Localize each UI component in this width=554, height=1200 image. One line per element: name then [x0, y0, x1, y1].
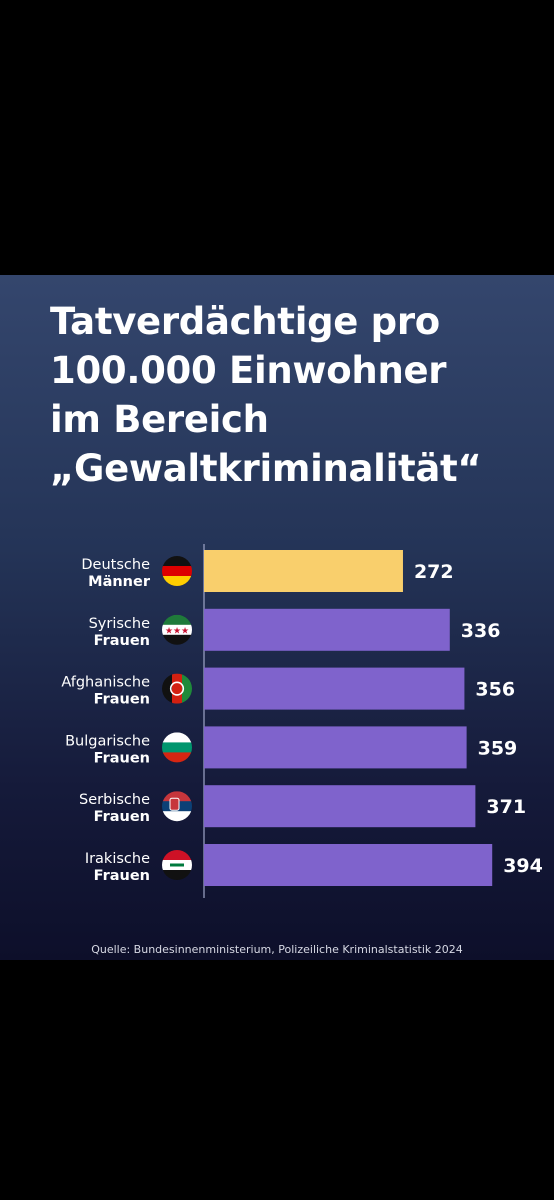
- bar: [204, 844, 493, 886]
- title-line: „Gewaltkriminalität“: [50, 447, 482, 490]
- afghanistan-flag-icon: [162, 673, 192, 704]
- category-label-line2: Frauen: [94, 750, 150, 766]
- category-label-line1: Bulgarische: [65, 733, 150, 749]
- flag-stripe: [162, 556, 192, 567]
- bar: [204, 667, 465, 710]
- category-label-line1: Irakische: [85, 851, 150, 867]
- flag-stripe: [162, 673, 173, 704]
- title-line: Tatverdächtige pro: [50, 300, 440, 343]
- title-line: im Bereich: [50, 398, 269, 441]
- bar: [204, 608, 450, 651]
- iraq-flag-icon: [162, 850, 192, 880]
- flag-star: ★: [165, 626, 173, 636]
- germany-flag-icon: [162, 556, 192, 586]
- syria-flag-icon: ★ ★ ★: [162, 614, 192, 645]
- flag-stripe: [162, 732, 192, 743]
- flag-emblem: [170, 863, 184, 867]
- title-line: 100.000 Einwohner: [50, 349, 447, 392]
- category-label-line2: Frauen: [94, 633, 150, 649]
- flag-emblem: [169, 797, 180, 811]
- flag-stripe: [162, 576, 192, 586]
- source-note: Quelle: Bundesinnenministerium, Polizeil…: [91, 943, 463, 956]
- infographic-card: Tatverdächtige pro 100.000 Einwohner im …: [0, 275, 554, 960]
- data-label: 371: [486, 796, 526, 818]
- flag-stripe: [182, 673, 192, 704]
- flag-stripe: [162, 742, 192, 753]
- flag-stripe: [162, 791, 192, 802]
- chart-title: Tatverdächtige pro 100.000 Einwohner im …: [50, 297, 530, 493]
- category-label-line1: Deutsche: [81, 557, 150, 573]
- category-label-line1: Syrische: [89, 616, 150, 632]
- category-label-line2: Männer: [88, 574, 151, 590]
- data-label: 359: [478, 737, 518, 759]
- data-label: 356: [475, 679, 515, 701]
- flag-stripe: [162, 870, 192, 880]
- category-label-line1: Serbische: [79, 792, 150, 808]
- data-label: 272: [414, 561, 454, 583]
- data-label: 394: [503, 855, 543, 877]
- category-label-line1: Afghanische: [61, 675, 150, 691]
- flag-star: ★: [181, 626, 189, 636]
- flag-stripe: [162, 624, 192, 636]
- flag-stripe: [162, 752, 192, 763]
- category-label-line2: Frauen: [94, 809, 150, 825]
- bar: [204, 550, 403, 592]
- flag-stripe: [162, 811, 192, 822]
- flag-star: ★: [173, 626, 181, 636]
- data-label: 336: [461, 620, 501, 642]
- bar: [204, 726, 467, 769]
- category-label-line2: Frauen: [94, 868, 150, 884]
- bar: [204, 785, 476, 828]
- flag-stripe: [162, 566, 192, 577]
- flag-stripe: [172, 673, 183, 704]
- flag-emblem: [169, 681, 185, 696]
- flag-stripe: [162, 850, 192, 861]
- category-label-line2: Frauen: [94, 692, 150, 708]
- flag-stripe: [162, 614, 192, 626]
- serbia-flag-icon: [162, 791, 192, 822]
- flag-stripe: [162, 634, 192, 645]
- bulgaria-flag-icon: [162, 732, 192, 763]
